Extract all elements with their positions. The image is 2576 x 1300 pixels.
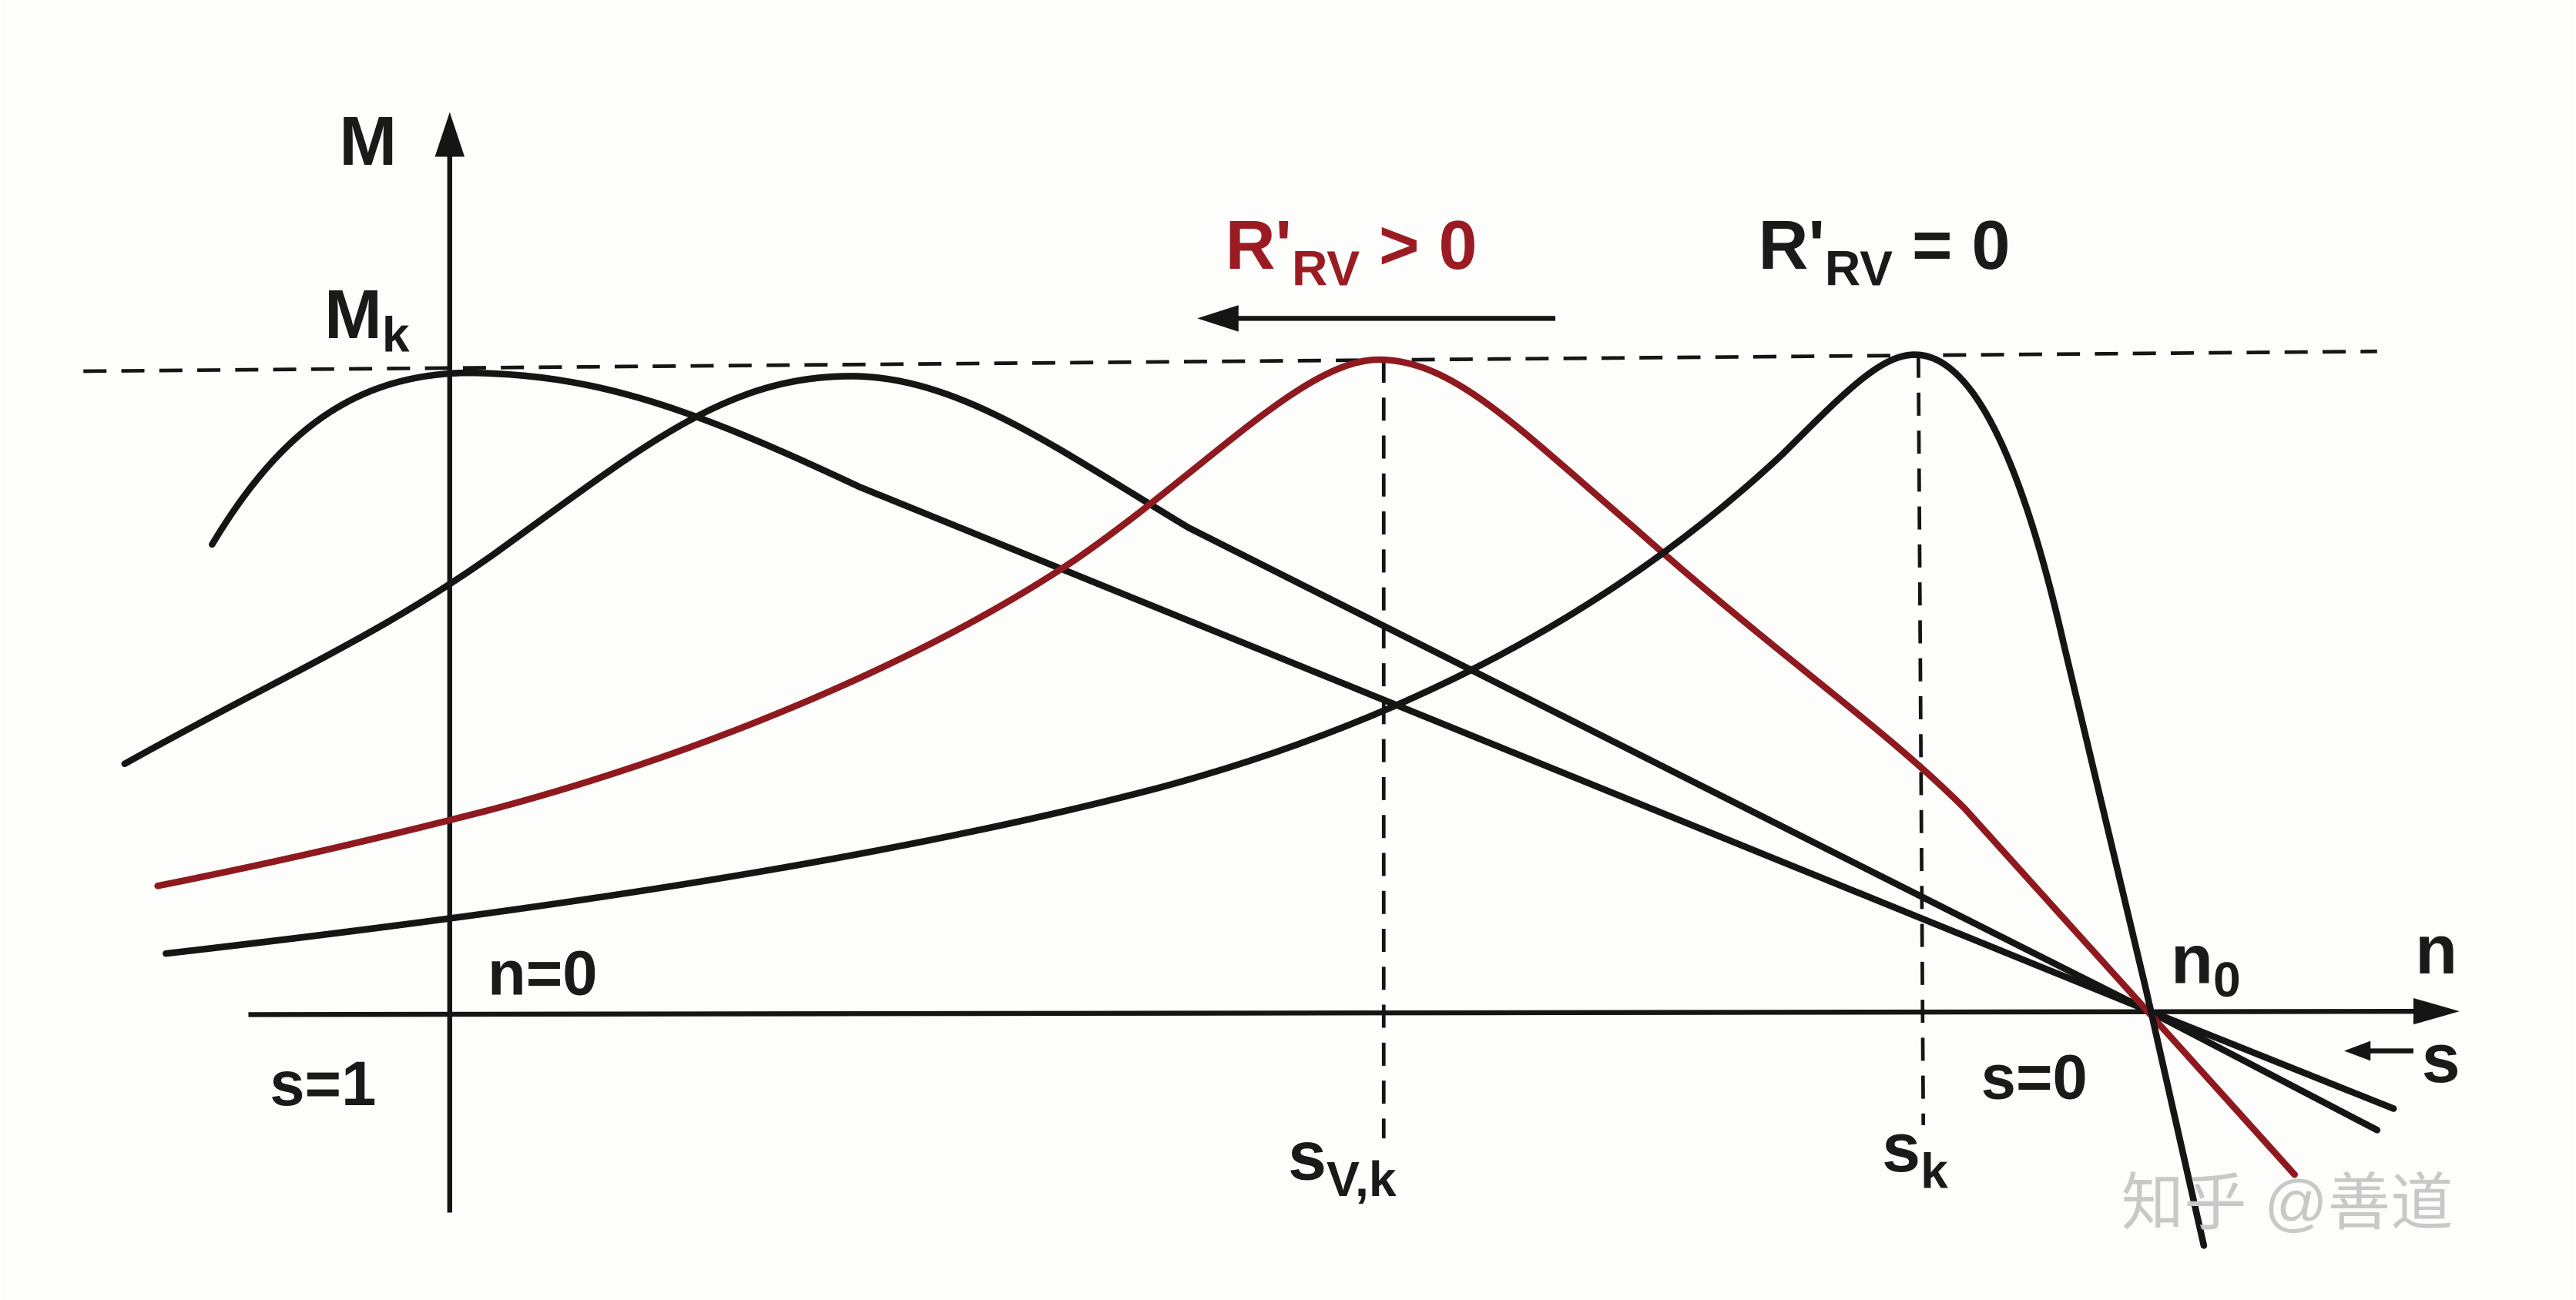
sync-speed-label: n0 bbox=[2171, 922, 2241, 1007]
slip-v-k-label: sV,k bbox=[1288, 1118, 1397, 1207]
torque-curve-red bbox=[154, 356, 2298, 1178]
red-curve-label: R'RV > 0 bbox=[1226, 207, 1478, 296]
label-sub: 0 bbox=[2213, 952, 2241, 1007]
label-sub: RV bbox=[1825, 241, 1893, 297]
shift-arrowhead bbox=[1197, 305, 1239, 332]
label-rest: > 0 bbox=[1360, 207, 1478, 284]
max-torque-line bbox=[83, 349, 2377, 374]
label-base: s bbox=[1288, 1118, 1327, 1195]
label-sub: k bbox=[1920, 1143, 1948, 1198]
label-sub: RV bbox=[1292, 241, 1360, 297]
slip-k-label: sk bbox=[1882, 1110, 1948, 1198]
y-axis-label: M bbox=[339, 103, 397, 180]
s-one-label: s=1 bbox=[270, 1049, 376, 1119]
label-base: M bbox=[324, 276, 382, 353]
x-axis bbox=[248, 1008, 2444, 1017]
label-base: R' bbox=[1226, 207, 1292, 284]
x-axis-label-n: n bbox=[2415, 912, 2457, 989]
x-axis-label-s: s bbox=[2422, 1020, 2460, 1097]
label-rest: = 0 bbox=[1893, 207, 2011, 284]
black-curve-label: R'RV = 0 bbox=[1759, 207, 2011, 296]
x-arrow bbox=[2413, 997, 2460, 1025]
max-torque-label: Mk bbox=[324, 276, 410, 362]
label-base: R' bbox=[1759, 207, 1825, 284]
y-arrow bbox=[434, 112, 465, 157]
torque-curve-1 bbox=[209, 369, 2381, 1134]
n-zero-label: n=0 bbox=[488, 939, 598, 1009]
label-sub: k bbox=[382, 307, 410, 362]
torque-curve-natural bbox=[163, 351, 2208, 1249]
s-zero-label: s=0 bbox=[1981, 1043, 2088, 1113]
s-arrowhead bbox=[2343, 1040, 2371, 1061]
slip-k-line bbox=[1916, 354, 1926, 1125]
label-base: s bbox=[1882, 1110, 1920, 1187]
label-sub: V,k bbox=[1327, 1151, 1397, 1207]
label-base: n bbox=[2171, 922, 2213, 999]
watermark: 知乎 @善道 bbox=[2122, 1168, 2454, 1238]
torque-curve-2 bbox=[121, 373, 2397, 1112]
